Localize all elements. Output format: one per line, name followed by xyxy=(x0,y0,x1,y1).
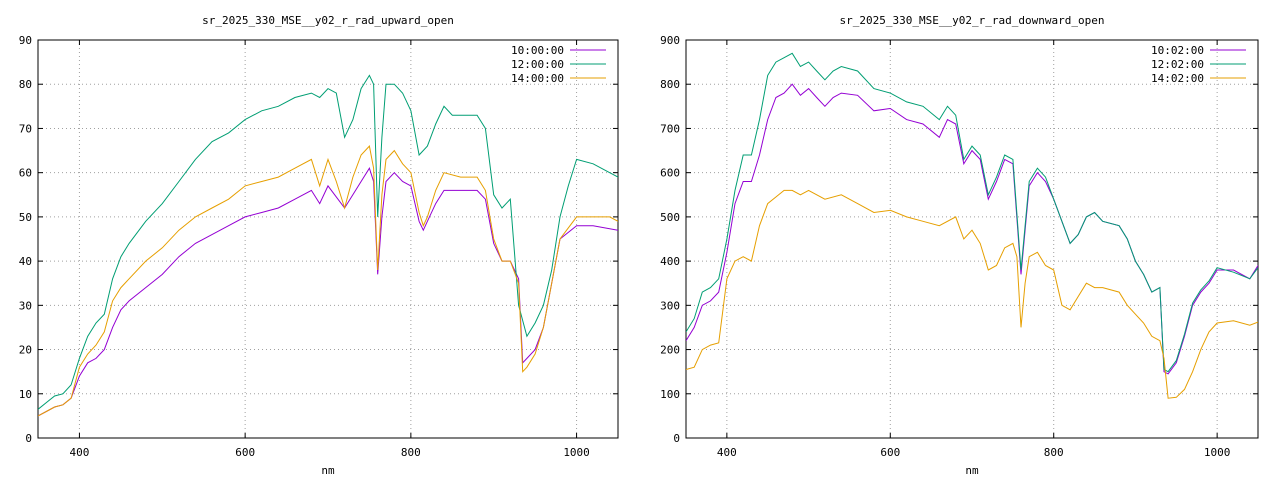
plot-frame xyxy=(685,39,1259,439)
legend-label: 10:02:00 xyxy=(1151,44,1204,57)
y-tick-label: 60 xyxy=(19,167,32,180)
legend-label: 12:00:00 xyxy=(511,58,564,71)
y-tick-label: 900 xyxy=(660,34,680,47)
y-tick-label: 700 xyxy=(660,122,680,135)
y-tick-label: 80 xyxy=(19,78,32,91)
y-tick-label: 90 xyxy=(19,34,32,47)
y-tick-label: 10 xyxy=(19,388,32,401)
legend-label: 14:00:00 xyxy=(511,72,564,85)
legend-label: 10:00:00 xyxy=(511,44,564,57)
y-tick-label: 200 xyxy=(660,344,680,357)
x-tick-label: 1000 xyxy=(563,446,590,459)
chart-title: sr_2025_330_MSE__y02_r_rad_upward_open xyxy=(202,14,454,27)
chart-title: sr_2025_330_MSE__y02_r_rad_downward_open xyxy=(840,14,1105,27)
x-tick-label: 400 xyxy=(717,446,737,459)
x-tick-label: 600 xyxy=(880,446,900,459)
series-line-100200 xyxy=(686,83,1258,375)
y-tick-label: 30 xyxy=(19,299,32,312)
y-tick-label: 20 xyxy=(19,344,32,357)
chart-panel-1: 0 100 200 300 400 500 600 700 800 900 400 600 800 100… xyxy=(660,14,1259,477)
x-axis-label: nm xyxy=(965,464,979,477)
x-tick-label: 1000 xyxy=(1204,446,1231,459)
series-line-140200 xyxy=(686,189,1258,399)
x-tick-label: 600 xyxy=(235,446,255,459)
y-tick-label: 800 xyxy=(660,78,680,91)
legend-label: 12:02:00 xyxy=(1151,58,1204,71)
legend-label: 14:02:00 xyxy=(1151,72,1204,85)
y-tick-label: 300 xyxy=(660,299,680,312)
x-tick-label: 800 xyxy=(401,446,421,459)
y-tick-label: 50 xyxy=(19,211,32,224)
series-line-120200 xyxy=(686,52,1258,373)
series-line-120000 xyxy=(38,74,618,410)
y-tick-label: 0 xyxy=(25,432,32,445)
series-line-100000 xyxy=(38,167,618,417)
y-tick-label: 70 xyxy=(19,122,32,135)
y-tick-label: 0 xyxy=(673,432,680,445)
y-tick-label: 500 xyxy=(660,211,680,224)
plot-frame xyxy=(37,39,619,439)
x-tick-label: 800 xyxy=(1044,446,1064,459)
x-tick-label: 400 xyxy=(69,446,89,459)
y-tick-label: 400 xyxy=(660,255,680,268)
chart-panel-0: 0 10 20 30 40 50 60 70 80 90 400 600 800 1000 sr_2025_… xyxy=(19,14,619,477)
y-tick-label: 40 xyxy=(19,255,32,268)
x-axis-label: nm xyxy=(321,464,335,477)
series-line-140000 xyxy=(38,145,618,417)
y-tick-label: 100 xyxy=(660,388,680,401)
y-tick-label: 600 xyxy=(660,167,680,180)
